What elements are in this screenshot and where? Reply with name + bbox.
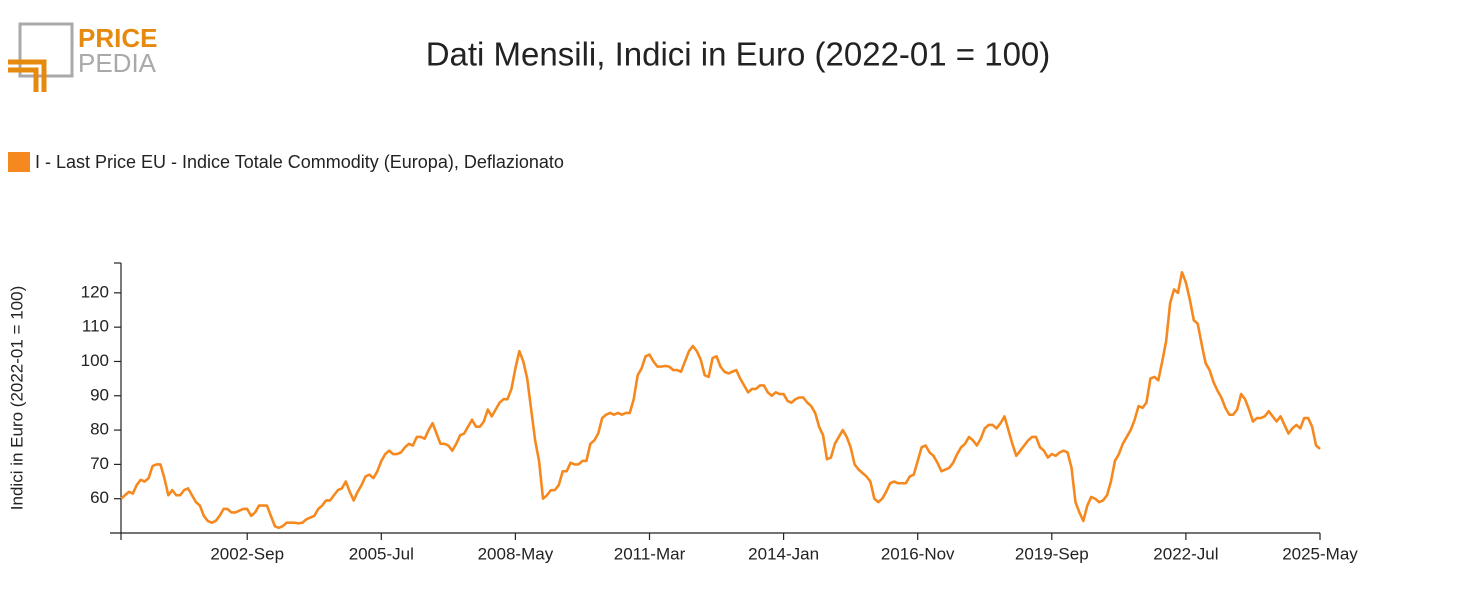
x-tick-label: 2022-Jul <box>1153 544 1218 563</box>
x-tick-label: 2008-May <box>478 544 554 563</box>
y-tick-label: 120 <box>81 282 109 301</box>
logo: PRICE PEDIA <box>8 22 157 92</box>
x-tick-label: 2025-May <box>1282 544 1358 563</box>
y-tick-label: 100 <box>81 351 109 370</box>
x-tick-label: 2011-Mar <box>614 544 686 563</box>
y-tick-label: 90 <box>90 385 109 404</box>
y-tick-label: 80 <box>90 420 109 439</box>
x-tick-label: 2019-Sep <box>1015 544 1089 563</box>
x-tick-label: 2005-Jul <box>349 544 414 563</box>
logo-mark <box>8 59 47 92</box>
x-tick-label: 2016-Nov <box>881 544 955 563</box>
legend-label: I - Last Price EU - Indice Totale Commod… <box>35 152 564 172</box>
legend-swatch <box>8 152 30 172</box>
x-tick-label: 2014-Jan <box>748 544 819 563</box>
y-tick-label: 70 <box>90 454 109 473</box>
chart-title: Dati Mensili, Indici in Euro (2022-01 = … <box>426 36 1051 73</box>
data-line <box>120 270 1321 530</box>
y-axis-label: Indici in Euro (2022-01 = 100) <box>7 286 26 510</box>
logo-top: PRICE <box>78 23 157 53</box>
y-tick-label: 60 <box>90 488 109 507</box>
y-tick-label: 110 <box>82 317 109 336</box>
logo-bottom: PEDIA <box>78 48 157 78</box>
x-tick-label: 2002-Sep <box>210 544 284 563</box>
